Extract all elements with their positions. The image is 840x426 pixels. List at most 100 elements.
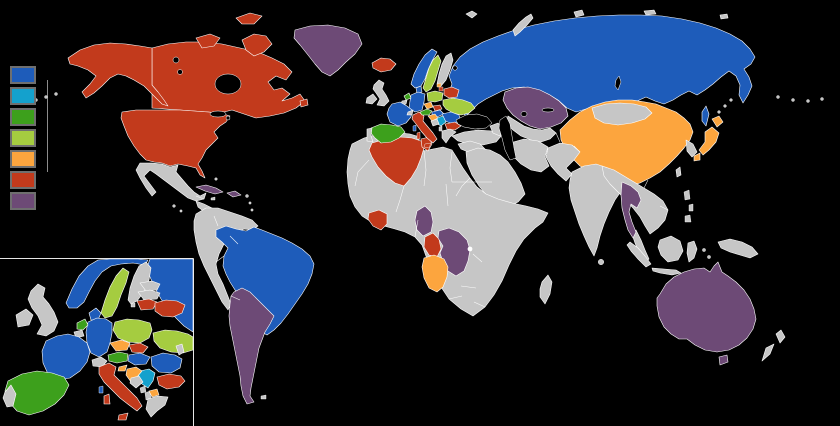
new-siberian-islands-region: [643, 9, 657, 16]
iceland-region: [371, 57, 397, 73]
moluccas-dot: [702, 248, 706, 252]
netherlands-region: [403, 92, 412, 101]
moluccas-dot: [707, 255, 711, 259]
ellesmere-island-region: [235, 12, 263, 25]
lake-ontario: [225, 115, 231, 121]
brazil-region: [215, 225, 315, 336]
black-sea: [455, 113, 493, 130]
congo-region: [423, 232, 442, 258]
caspian-sea: [498, 115, 517, 161]
aleutian-island-dot: [44, 95, 48, 99]
finland-region: [436, 52, 454, 87]
border-line-mexico: [195, 195, 205, 200]
russia-region: [448, 14, 756, 117]
inset-hungary-region: [127, 352, 151, 366]
greece-region: [441, 128, 457, 144]
kazakhstan-region: [502, 86, 569, 130]
sardinia-region: [416, 131, 421, 140]
galapagos-dot: [172, 204, 176, 208]
border-lines-asia: [555, 132, 669, 211]
inset-belarus-region: [154, 299, 186, 318]
great-bear-lake: [172, 56, 180, 64]
hispaniola-region: [226, 190, 242, 198]
ivory-coast-region: [367, 209, 388, 231]
central-asia-region: [505, 115, 557, 143]
alaska-region: [67, 42, 169, 107]
inset-greece-region: [145, 395, 169, 418]
italy-region: [411, 111, 438, 144]
legend-swatch-orange: [10, 150, 36, 168]
hudson-bay: [214, 73, 242, 95]
inset-germany-region: [85, 317, 113, 358]
legend-swatch-cyan: [10, 87, 36, 105]
mexico-region: [135, 162, 207, 202]
legend-edge-line: [47, 80, 48, 172]
australia-region: [656, 261, 757, 353]
lake-balkhash: [541, 107, 555, 113]
lake-victoria: [467, 246, 473, 252]
pacific-islet-dot: [179, 209, 183, 213]
baffin-island-region: [241, 33, 273, 57]
argentina-chile-region: [228, 287, 275, 405]
mongolia-region: [591, 102, 653, 126]
inset-poland-region: [112, 318, 153, 344]
aleutian-island-dot: [820, 97, 824, 101]
new-guinea-region: [717, 238, 759, 259]
inset-kaliningrad-region: [130, 302, 136, 308]
slovakia-region: [432, 104, 443, 112]
aral-sea: [520, 111, 528, 117]
ukraine-region: [442, 97, 476, 116]
new-zealand-region: [775, 329, 786, 344]
madagascar-region: [539, 274, 553, 305]
inset-italy-region: [98, 362, 143, 412]
philippines-region: [688, 203, 694, 212]
inset-denmark-region: [88, 307, 102, 321]
aleutian-island-dot: [776, 95, 780, 99]
legend-swatch-purple: [10, 192, 36, 210]
inset-netherlands-region: [76, 318, 89, 331]
belarus-region: [443, 86, 460, 99]
inset-portugal-region: [2, 384, 17, 408]
cameroon-region: [414, 205, 434, 237]
inset-uk-region: [27, 283, 59, 337]
inset-switzerland-region: [91, 356, 108, 368]
austria-region: [419, 108, 433, 116]
inset-estonia-region: [139, 280, 161, 292]
aleutian-island-dot: [54, 92, 58, 96]
france-region: [386, 101, 413, 127]
bosnia-region: [430, 118, 440, 127]
bulgaria-region: [444, 121, 462, 131]
poland-region: [426, 90, 444, 103]
japan-honshu-region: [698, 126, 720, 156]
border-lines-africa: [354, 149, 492, 308]
lesser-antilles-dot: [248, 201, 252, 205]
corsica-region: [412, 124, 417, 132]
arabia-region: [465, 147, 526, 208]
inset-montenegro-region: [139, 385, 147, 394]
lesser-antilles-dot: [250, 208, 254, 212]
inset-sweden-region: [100, 267, 130, 319]
cuba-region: [195, 184, 224, 195]
south-america-west-region: [193, 207, 259, 311]
spain-region: [370, 123, 406, 144]
aleutian-island-dot: [806, 99, 810, 103]
taiwan-region: [675, 166, 682, 178]
sakhalin-island-region: [701, 105, 710, 127]
inset-latvia-region: [137, 289, 161, 301]
inset-norway-region: [65, 258, 149, 309]
switzerland-region: [406, 109, 414, 116]
puerto-rico-region: [245, 194, 249, 198]
wrangel-island-region: [719, 13, 729, 20]
portugal-region: [366, 127, 374, 143]
jamaica-region: [210, 196, 216, 201]
czechia-region: [423, 101, 434, 110]
afghanistan-pakistan-region: [545, 142, 581, 182]
inset-corsica-region: [98, 385, 104, 394]
java-region: [651, 267, 682, 276]
philippines-region: [683, 189, 691, 201]
borneo-region: [657, 235, 684, 263]
ireland-region: [365, 93, 378, 105]
kuril-island-dot: [723, 104, 727, 108]
